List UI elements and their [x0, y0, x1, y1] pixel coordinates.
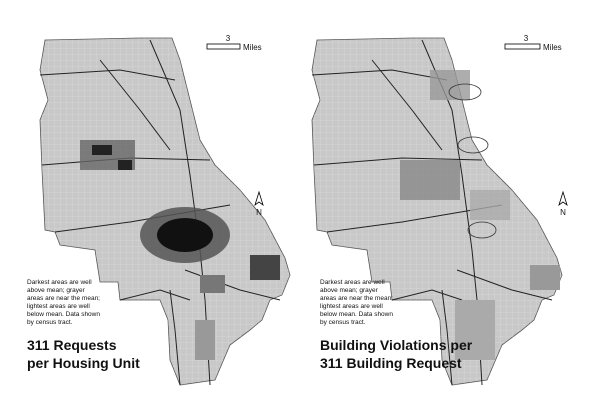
note-line: below mean. Data shown — [320, 311, 393, 318]
note-line: above mean; grayer — [27, 287, 86, 294]
note: Darkest areas are well above mean; graye… — [27, 279, 100, 326]
map-panel: 3 Miles N Darkest areas are well above m… — [311, 34, 568, 386]
density-shading — [80, 140, 280, 360]
map-panel: 3 Miles N Darkest areas are well above m… — [27, 34, 291, 386]
note-line: by census tract. — [320, 319, 366, 326]
note-line: above mean; grayer — [320, 287, 379, 294]
note-line: areas are near the mean; — [27, 295, 100, 302]
note-line: Darkest areas are well — [320, 279, 385, 286]
north-arrow — [254, 190, 264, 207]
note-line: by census tract. — [27, 319, 73, 326]
note-line: lightest areas are well — [27, 303, 90, 310]
note-line: Darkest areas are well — [27, 279, 92, 286]
scale-bar — [206, 43, 241, 50]
map-title: 311 Requests — [27, 337, 117, 353]
map-title: per Housing Unit — [27, 355, 140, 371]
scale-distance: 3 — [226, 34, 231, 43]
map-title: Building Violations per — [320, 337, 473, 353]
note-line: areas are near the mean; — [320, 295, 393, 302]
scale-unit: Miles — [543, 43, 562, 52]
note-line: below mean. Data shown — [27, 311, 100, 318]
scale-unit: Miles — [243, 43, 262, 52]
north-arrow — [558, 190, 568, 207]
map-title: 311 Building Request — [320, 355, 462, 371]
note-line: lightest areas are well — [320, 303, 383, 310]
north-label: N — [560, 208, 566, 217]
note: Darkest areas are well above mean; graye… — [320, 279, 393, 326]
scale-distance: 3 — [524, 34, 529, 43]
scale-bar — [504, 43, 541, 50]
north-label: N — [256, 208, 262, 217]
density-shading — [400, 70, 560, 360]
